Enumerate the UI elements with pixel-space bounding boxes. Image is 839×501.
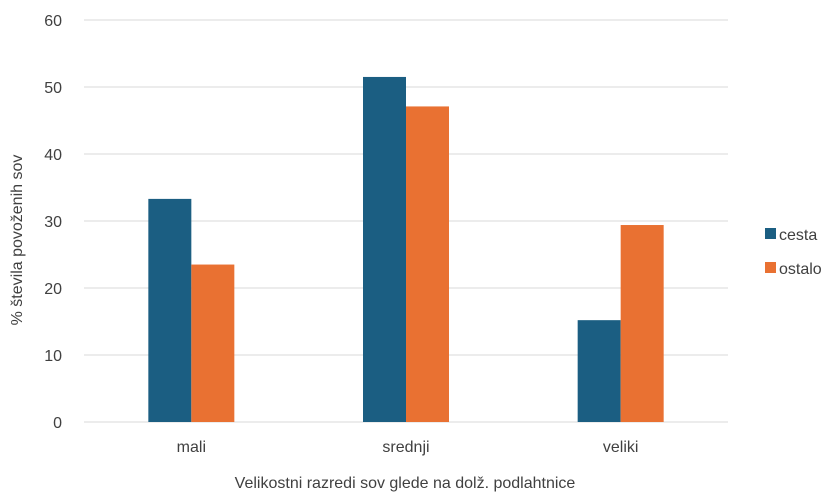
y-tick-label: 40 xyxy=(44,147,62,164)
y-axis-ticks: 0 10 20 30 40 50 60 xyxy=(44,13,62,432)
bar-cesta-srednji xyxy=(363,76,406,422)
legend-label-cesta: cesta xyxy=(779,227,817,244)
y-tick-label: 60 xyxy=(44,13,62,30)
bar-cesta-mali xyxy=(148,198,192,422)
legend: cesta ostalo xyxy=(765,227,822,278)
bar-cesta-veliki xyxy=(577,320,621,422)
x-tick-label: mali xyxy=(177,439,206,456)
x-axis-ticks: mali srednji veliki xyxy=(177,439,639,456)
bar-ostalo-srednji xyxy=(406,106,449,423)
y-tick-label: 50 xyxy=(44,80,62,97)
legend-swatch-ostalo xyxy=(765,262,776,273)
x-tick-label: veliki xyxy=(603,439,639,456)
y-tick-label: 10 xyxy=(44,348,62,365)
bars xyxy=(148,76,664,423)
y-axis-label: % števila povoženih sov xyxy=(9,155,26,326)
bar-ostalo-veliki xyxy=(620,225,664,422)
y-tick-label: 0 xyxy=(53,415,62,432)
x-tick-label: srednji xyxy=(382,439,429,456)
y-tick-label: 20 xyxy=(44,281,62,298)
legend-swatch-cesta xyxy=(765,228,776,239)
bar-ostalo-mali xyxy=(191,264,235,422)
legend-label-ostalo: ostalo xyxy=(779,261,822,278)
y-tick-label: 30 xyxy=(44,214,62,231)
x-axis-label: Velikostni razredi sov glede na dolž. po… xyxy=(235,475,576,492)
